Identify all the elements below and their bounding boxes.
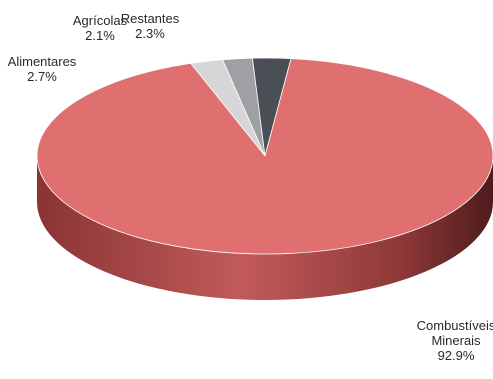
slice-label-1: Restantes 2.3%	[121, 11, 180, 41]
slice-label-line: 2.3%	[135, 26, 165, 41]
slice-label-line: 2.1%	[85, 28, 115, 43]
slice-label-line: 92.9%	[438, 348, 475, 363]
slice-label-2: Agrícolas 2.1%	[73, 13, 128, 43]
slice-label-line: Combustíveis	[417, 318, 493, 333]
slice-labels: Restantes 2.3%Agrícolas 2.1%Alimentares 2.7…	[8, 11, 493, 363]
slice-label-4: Combustíveis Minerais 92.9%	[417, 318, 493, 363]
slice-label-line: Minerais	[431, 333, 481, 348]
slice-label-line: Agrícolas	[73, 13, 128, 28]
pie-slice-4	[36, 58, 493, 255]
pie-side-walls	[37, 156, 493, 300]
pie-top-faces	[36, 57, 493, 255]
slice-label-line: Restantes	[121, 11, 180, 26]
slice-label-line: 2.7%	[27, 69, 57, 84]
pie-side-4	[37, 156, 493, 300]
slice-label-line: Alimentares	[8, 54, 77, 69]
slice-label-3: Alimentares 2.7%	[8, 54, 77, 84]
